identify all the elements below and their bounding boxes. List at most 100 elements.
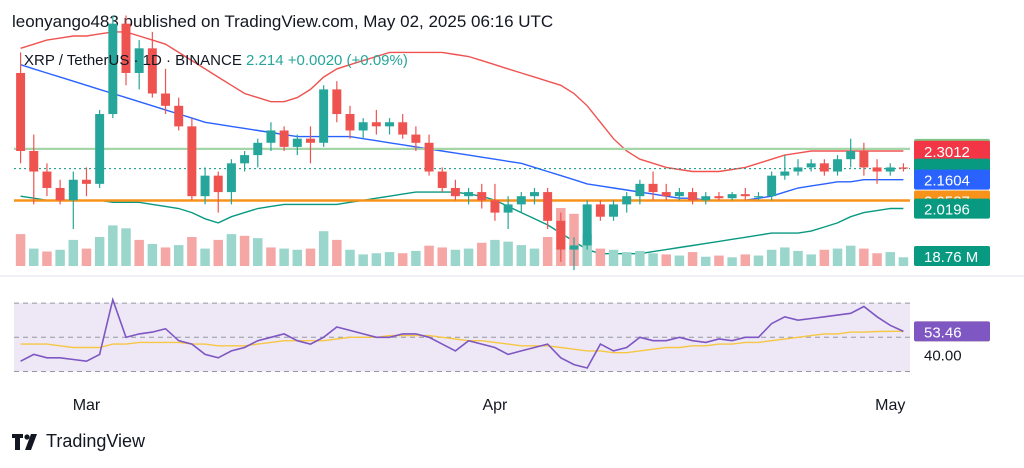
- candle-body: [411, 134, 421, 143]
- candle-body: [437, 171, 447, 188]
- volume-bar: [292, 249, 303, 266]
- volume-bar: [121, 228, 131, 266]
- volume-bar: [674, 255, 685, 266]
- candle-body: [29, 151, 39, 172]
- candle-body: [859, 151, 869, 168]
- price-levels: [14, 147, 910, 202]
- candle-body: [872, 167, 882, 172]
- volume-bar: [397, 253, 408, 266]
- volume-bar: [239, 235, 250, 266]
- candle-body: [319, 89, 329, 143]
- volume-bar: [384, 252, 395, 266]
- candle-body: [543, 192, 553, 221]
- candle-body: [95, 114, 105, 184]
- volume-bar: [450, 249, 461, 266]
- candle-body: [885, 167, 895, 172]
- candle-body: [648, 183, 658, 193]
- volume-bar: [147, 243, 158, 266]
- volume-label: 18.76 M: [924, 249, 978, 266]
- candle-body: [16, 72, 26, 151]
- candle-body: [819, 163, 829, 172]
- candle-body: [121, 23, 131, 73]
- volume-bar: [477, 242, 487, 266]
- volume-bar: [740, 254, 751, 266]
- volume-bar: [345, 249, 355, 266]
- publisher-attribution: leonyango483 published on TradingView.co…: [12, 12, 554, 31]
- last-price: 2.214: [246, 52, 284, 69]
- candle-body: [688, 192, 698, 201]
- volume-bar: [279, 248, 289, 266]
- volume-bar: [516, 245, 527, 266]
- candle-body: [213, 175, 223, 193]
- candle-body: [279, 130, 289, 147]
- candle-body: [371, 122, 381, 127]
- volume-bar: [885, 252, 895, 266]
- candle-body: [450, 187, 460, 197]
- volume-bar: [15, 234, 26, 266]
- time-tick-label: Mar: [73, 397, 101, 414]
- price-axis: 2.31042.30122.214417:43:092.16042.05872.…: [914, 138, 990, 364]
- rsi-line: [20, 296, 904, 369]
- candle-body: [529, 192, 539, 197]
- candle-body: [398, 122, 408, 135]
- candle-body: [609, 204, 619, 217]
- tradingview-logo[interactable]: TradingView: [12, 431, 145, 452]
- volume-bar: [898, 257, 909, 266]
- candle-body: [253, 142, 263, 156]
- candle-body: [635, 183, 645, 197]
- tradingview-logo-icon: [12, 433, 37, 450]
- volume-bar: [832, 248, 843, 266]
- candle-body: [595, 204, 605, 217]
- candle-body: [569, 245, 579, 250]
- candle-body: [68, 179, 78, 201]
- candle-body: [187, 126, 197, 197]
- volume-bar: [55, 249, 65, 266]
- volume-bar: [134, 239, 144, 266]
- price-axis-tag: [914, 140, 990, 161]
- candle-body: [134, 48, 144, 73]
- volume-bar: [226, 234, 237, 266]
- rsi-ma-line: [20, 330, 904, 354]
- volume-bar: [714, 255, 724, 266]
- rsi-band-fill: [14, 303, 910, 372]
- volume-bar: [29, 248, 39, 266]
- volume-bar: [68, 239, 79, 266]
- candle-body: [701, 196, 711, 201]
- volume-bar: [766, 249, 777, 266]
- volume-bar: [701, 256, 711, 266]
- price-axis-label: 2.1604: [924, 173, 970, 190]
- volume-bar: [687, 252, 698, 266]
- volume-tag: [914, 246, 990, 266]
- candle-body: [582, 204, 592, 246]
- candlesticks: [16, 15, 908, 271]
- bb-basis-line: [20, 64, 904, 202]
- volume-bar: [845, 245, 856, 266]
- price-axis-tag: [914, 198, 990, 219]
- candle-body: [161, 93, 171, 106]
- volume-bar: [529, 248, 540, 266]
- rsi-axis-label: 53.46: [924, 324, 962, 341]
- volume-bar: [582, 234, 592, 266]
- volume-bar: [780, 247, 790, 266]
- chart-legend: XRP / TetherUS · 1D · BINANCE 2.214 +0.0…: [24, 52, 408, 69]
- candle-body: [42, 171, 52, 188]
- candle-body: [358, 122, 368, 131]
- bollinger-bands: [20, 31, 904, 255]
- volume-bar: [753, 255, 764, 266]
- volume-bar: [318, 231, 329, 266]
- brand-name: TradingView: [46, 431, 146, 451]
- symbol-label: XRP / TetherUS · 1D · BINANCE: [24, 52, 242, 69]
- time-tick-label: May: [875, 397, 905, 414]
- candle-body: [846, 151, 856, 160]
- rsi-lines: [20, 296, 904, 369]
- candle-body: [793, 167, 803, 172]
- bb-upper-line: [20, 31, 904, 173]
- volume-bar: [859, 248, 869, 266]
- volume-bar: [463, 248, 474, 266]
- volume-bar: [253, 238, 263, 266]
- candle-body: [490, 200, 500, 213]
- volume-bar: [411, 250, 421, 266]
- volume-bar: [793, 250, 803, 266]
- volume-bar: [595, 248, 606, 266]
